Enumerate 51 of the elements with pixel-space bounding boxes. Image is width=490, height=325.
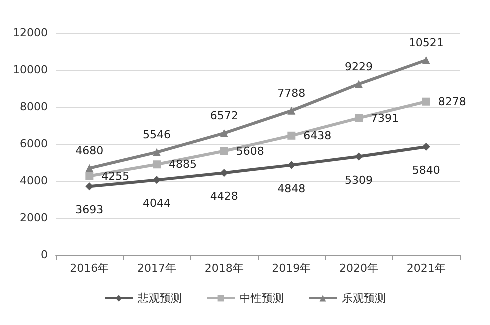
- x-tick-label: 2017年: [138, 262, 176, 275]
- point: [153, 160, 161, 169]
- data-label: 4848: [278, 182, 306, 196]
- point: [86, 182, 94, 191]
- point: [288, 161, 296, 170]
- legend-label: 中性预测: [240, 292, 284, 305]
- x-tick-label: 2019年: [272, 262, 312, 275]
- data-label: 4255: [102, 170, 130, 183]
- data-label: 4044: [143, 197, 171, 210]
- legend-label: 悲观预测: [137, 292, 182, 305]
- data-label: 5546: [143, 128, 171, 142]
- data-label: 10521: [408, 36, 444, 50]
- y-tick-label: 8000: [20, 100, 48, 114]
- point: [220, 129, 228, 138]
- point: [422, 142, 430, 151]
- point: [86, 172, 94, 180]
- point: [422, 98, 430, 106]
- point: [355, 80, 363, 88]
- point: [153, 176, 161, 184]
- data-label: 7391: [371, 112, 399, 125]
- point: [422, 56, 430, 64]
- data-label: 4428: [210, 190, 238, 204]
- data-label: 4885: [169, 158, 197, 172]
- data-label: 6438: [304, 129, 332, 142]
- data-label: 5309: [345, 174, 373, 187]
- point: [153, 148, 161, 156]
- data-label: 3693: [76, 204, 104, 217]
- point: [86, 164, 94, 172]
- data-label: 9229: [345, 60, 373, 74]
- y-tick-label: 10000: [13, 64, 48, 76]
- y-tick-label: 6000: [20, 138, 48, 150]
- legend-label: 乐观预测: [342, 292, 386, 305]
- y-tick-label: 12000: [13, 26, 48, 40]
- point: [355, 152, 363, 161]
- data-label: 5608: [236, 144, 264, 158]
- x-tick-label: 2018年: [204, 262, 244, 275]
- data-label: 7788: [278, 86, 306, 100]
- y-tick-label: 2000: [20, 212, 48, 224]
- y-tick-label: 0: [41, 248, 48, 262]
- point: [355, 114, 363, 122]
- point: [220, 147, 228, 156]
- data-label: 6572: [210, 109, 238, 122]
- y-tick-label: 4000: [20, 174, 48, 188]
- x-tick-label: 2016年: [70, 262, 110, 275]
- x-tick-label: 2021年: [406, 262, 446, 275]
- x-tick-label: 2020年: [340, 262, 378, 275]
- data-label: 5840: [412, 164, 440, 177]
- data-label: 8278: [438, 95, 466, 108]
- data-label: 4680: [76, 144, 104, 158]
- point: [288, 106, 296, 115]
- point: [288, 132, 296, 140]
